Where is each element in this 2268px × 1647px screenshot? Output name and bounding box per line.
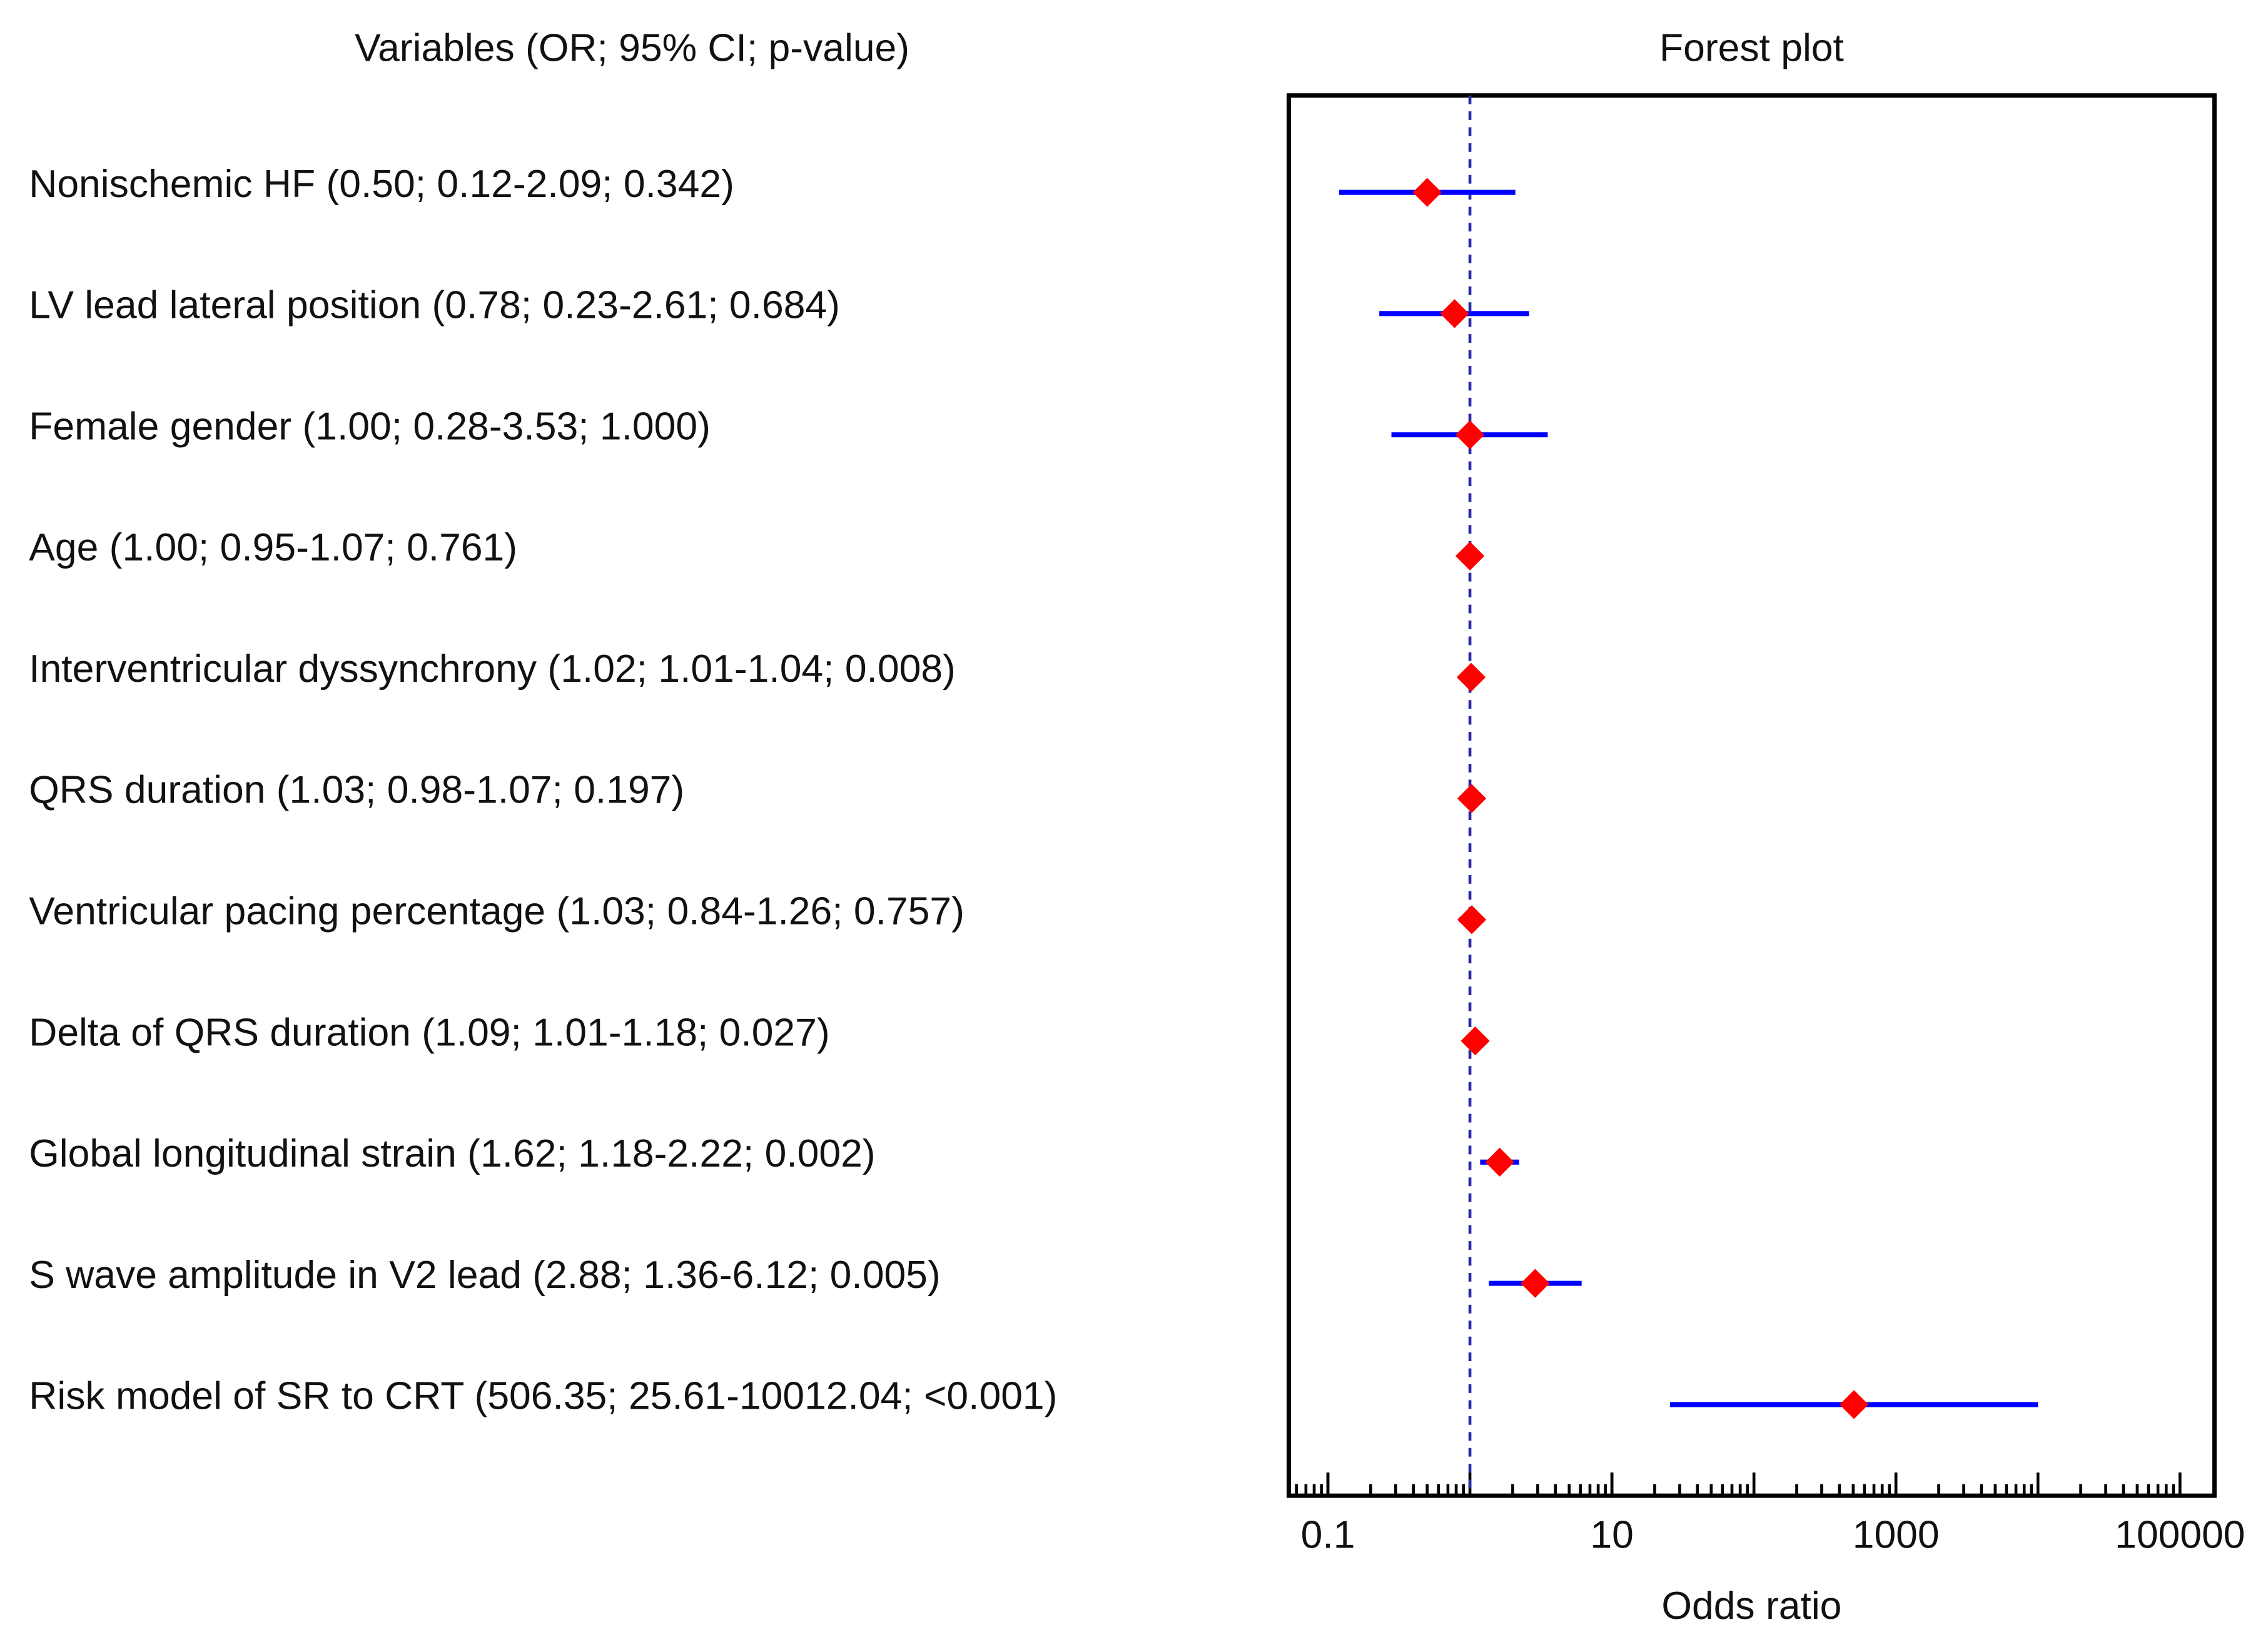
row-label: Global longitudinal strain (1.62; 1.18-2… (29, 1132, 875, 1175)
row-label: LV lead lateral position (0.78; 0.23-2.6… (29, 283, 840, 327)
x-tick-label: 100000 (2115, 1513, 2245, 1557)
x-tick-label: 1000 (1853, 1513, 1940, 1557)
odds-ratio-point (1440, 299, 1469, 328)
plot-frame (1286, 93, 2217, 1498)
row-label: Age (1.00; 0.95-1.07; 0.761) (29, 525, 517, 569)
row-label: Interventricular dyssynchrony (1.02; 1.0… (29, 647, 956, 691)
odds-ratio-point (1455, 420, 1485, 450)
odds-ratio-point (1839, 1390, 1869, 1419)
odds-ratio-point (1521, 1269, 1550, 1298)
odds-ratio-point (1455, 541, 1485, 571)
x-axis-label: Odds ratio (1661, 1584, 1841, 1628)
x-tick-label: 0.1 (1301, 1513, 1355, 1557)
row-label: S wave amplitude in V2 lead (2.88; 1.36-… (29, 1253, 940, 1297)
chart-title: Forest plot (1659, 26, 1844, 69)
row-label: Female gender (1.00; 0.28-3.53; 1.000) (29, 404, 711, 448)
x-tick-label: 10 (1590, 1513, 1633, 1557)
row-label: Delta of QRS duration (1.09; 1.01-1.18; … (29, 1010, 829, 1054)
odds-ratio-point (1457, 784, 1487, 813)
odds-ratio-point (1457, 905, 1487, 935)
row-label: Nonischemic HF (0.50; 0.12-2.09; 0.342) (29, 162, 734, 206)
odds-ratio-point (1461, 1026, 1490, 1056)
column-title: Variables (OR; 95% CI; p-value) (355, 26, 909, 69)
odds-ratio-point (1412, 178, 1442, 207)
odds-ratio-point (1456, 662, 1486, 692)
row-label: Risk model of SR to CRT (506.35; 25.61-1… (29, 1374, 1057, 1418)
row-label: Ventricular pacing percentage (1.03; 0.8… (29, 889, 964, 933)
odds-ratio-point (1485, 1147, 1514, 1177)
row-label: QRS duration (1.03; 0.98-1.07; 0.197) (29, 768, 684, 812)
